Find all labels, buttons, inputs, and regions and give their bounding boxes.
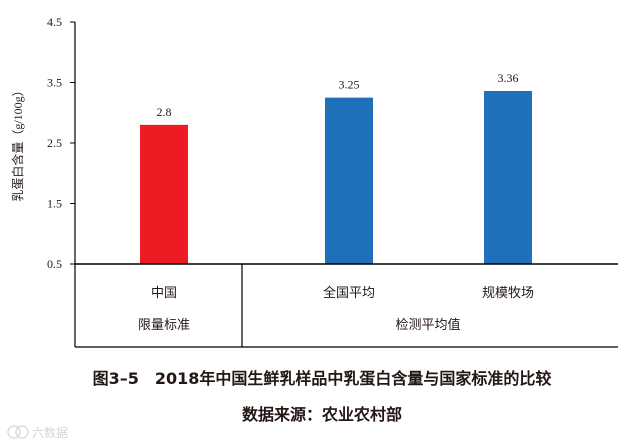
figure-source: 数据来源：农业农村部 <box>242 405 402 424</box>
category-label: 规模牧场 <box>482 285 534 300</box>
category-label: 中国 <box>151 285 177 300</box>
y-ticks: 0.5 1.5 2.5 3.5 4.5 <box>47 15 75 271</box>
bar <box>484 90 532 264</box>
watermark: 六数据 <box>7 425 68 440</box>
category-label: 全国平均 <box>323 285 375 300</box>
y-tick-label: 1.5 <box>47 197 62 211</box>
y-tick-label: 3.5 <box>47 76 62 90</box>
bars <box>140 90 532 264</box>
figure-title: 图3–5 2018年中国生鲜乳样品中乳蛋白含量与国家标准的比较 <box>93 369 552 388</box>
bar-labels: 2.8 3.25 3.36 <box>157 71 519 119</box>
y-tick-label: 0.5 <box>47 257 62 271</box>
watermark-icon <box>7 425 29 439</box>
watermark-text: 六数据 <box>32 425 68 440</box>
bar-value-label: 2.8 <box>157 105 172 119</box>
y-axis-label: 乳蛋白含量（g/100g） <box>10 84 25 201</box>
category-labels: 中国 全国平均 规模牧场 <box>151 285 534 300</box>
group-label-limit-standard: 限量标准 <box>138 317 190 332</box>
bar-value-label: 3.25 <box>339 78 360 92</box>
y-tick-label: 2.5 <box>47 136 62 150</box>
y-tick-label: 4.5 <box>47 15 62 29</box>
bar-value-label: 3.36 <box>498 71 519 85</box>
bar <box>140 124 188 264</box>
group-label-test-average: 检测平均值 <box>395 317 460 332</box>
bar <box>325 97 373 264</box>
